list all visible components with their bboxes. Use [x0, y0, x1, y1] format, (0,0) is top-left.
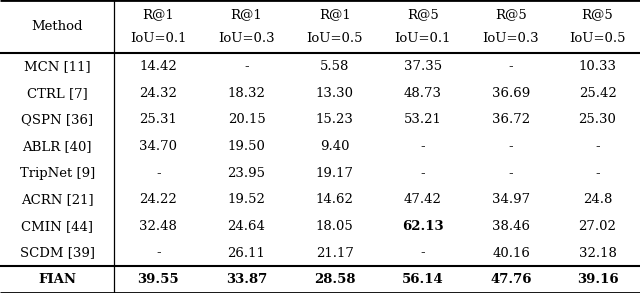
Text: 39.55: 39.55 [138, 273, 179, 286]
Text: 26.11: 26.11 [228, 246, 266, 260]
Text: 32.18: 32.18 [579, 246, 616, 260]
Text: 20.15: 20.15 [228, 113, 266, 126]
Text: -: - [509, 140, 513, 153]
Text: ABLR [40]: ABLR [40] [22, 140, 92, 153]
Text: 24.22: 24.22 [140, 193, 177, 206]
Text: -: - [509, 60, 513, 73]
Text: -: - [156, 246, 161, 260]
Text: ACRN [21]: ACRN [21] [21, 193, 93, 206]
Text: IoU=0.3: IoU=0.3 [483, 32, 540, 45]
Text: 10.33: 10.33 [579, 60, 616, 73]
Text: 27.02: 27.02 [579, 220, 616, 233]
Text: 24.64: 24.64 [228, 220, 266, 233]
Text: R@1: R@1 [143, 8, 174, 21]
Text: 39.16: 39.16 [577, 273, 618, 286]
Text: Method: Method [31, 20, 83, 33]
Text: IoU=0.1: IoU=0.1 [395, 32, 451, 45]
Text: IoU=0.5: IoU=0.5 [570, 32, 626, 45]
Text: R@1: R@1 [230, 8, 262, 21]
Text: 25.42: 25.42 [579, 87, 616, 100]
Text: CMIN [44]: CMIN [44] [21, 220, 93, 233]
Text: -: - [595, 167, 600, 180]
Text: 19.17: 19.17 [316, 167, 354, 180]
Text: CTRL [7]: CTRL [7] [27, 87, 88, 100]
Text: 40.16: 40.16 [492, 246, 530, 260]
Text: 14.62: 14.62 [316, 193, 354, 206]
Text: 21.17: 21.17 [316, 246, 354, 260]
Text: -: - [156, 167, 161, 180]
Text: -: - [420, 246, 425, 260]
Text: FIAN: FIAN [38, 273, 76, 286]
Text: -: - [595, 140, 600, 153]
Text: TripNet [9]: TripNet [9] [19, 167, 95, 180]
Text: 5.58: 5.58 [320, 60, 349, 73]
Text: 47.76: 47.76 [490, 273, 532, 286]
Text: -: - [244, 60, 249, 73]
Text: R@1: R@1 [319, 8, 351, 21]
Text: 19.50: 19.50 [228, 140, 266, 153]
Text: 32.48: 32.48 [140, 220, 177, 233]
Text: 34.70: 34.70 [140, 140, 177, 153]
Text: 18.32: 18.32 [228, 87, 266, 100]
Text: 36.72: 36.72 [492, 113, 530, 126]
Text: 24.8: 24.8 [583, 193, 612, 206]
Text: IoU=0.3: IoU=0.3 [218, 32, 275, 45]
Text: 34.97: 34.97 [492, 193, 530, 206]
Text: 23.95: 23.95 [228, 167, 266, 180]
Text: IoU=0.1: IoU=0.1 [130, 32, 187, 45]
Text: 15.23: 15.23 [316, 113, 354, 126]
Text: SCDM [39]: SCDM [39] [20, 246, 95, 260]
Text: 33.87: 33.87 [226, 273, 267, 286]
Text: -: - [420, 140, 425, 153]
Text: 53.21: 53.21 [404, 113, 442, 126]
Text: R@5: R@5 [407, 8, 439, 21]
Text: -: - [509, 167, 513, 180]
Text: 25.31: 25.31 [140, 113, 177, 126]
Text: 18.05: 18.05 [316, 220, 353, 233]
Text: 19.52: 19.52 [228, 193, 266, 206]
Text: MCN [11]: MCN [11] [24, 60, 90, 73]
Text: R@5: R@5 [582, 8, 613, 21]
Text: QSPN [36]: QSPN [36] [21, 113, 93, 126]
Text: 28.58: 28.58 [314, 273, 355, 286]
Text: 14.42: 14.42 [140, 60, 177, 73]
Text: 9.40: 9.40 [320, 140, 349, 153]
Text: 38.46: 38.46 [492, 220, 530, 233]
Text: 56.14: 56.14 [402, 273, 444, 286]
Text: IoU=0.5: IoU=0.5 [307, 32, 363, 45]
Text: -: - [420, 167, 425, 180]
Text: 48.73: 48.73 [404, 87, 442, 100]
Text: 37.35: 37.35 [404, 60, 442, 73]
Text: 47.42: 47.42 [404, 193, 442, 206]
Text: 36.69: 36.69 [492, 87, 530, 100]
Text: 24.32: 24.32 [140, 87, 177, 100]
Text: 62.13: 62.13 [402, 220, 444, 233]
Text: R@5: R@5 [495, 8, 527, 21]
Text: 13.30: 13.30 [316, 87, 354, 100]
Text: 25.30: 25.30 [579, 113, 616, 126]
